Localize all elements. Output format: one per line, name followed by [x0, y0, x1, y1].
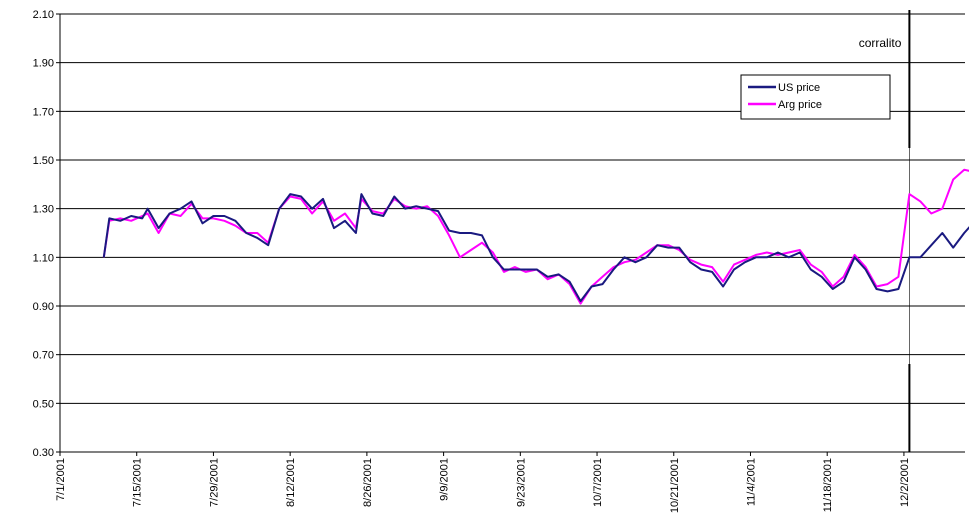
y-tick-label: 1.30	[33, 204, 54, 216]
x-tick-label: 11/4/2001	[745, 458, 757, 506]
x-tick-label: 8/12/2001	[285, 458, 297, 507]
x-tick-label: 12/2/2001	[899, 458, 911, 507]
series-lines	[102, 168, 969, 305]
legend-label: US price	[778, 82, 820, 94]
y-tick-label: 1.70	[33, 106, 54, 118]
x-tick-label: 9/9/2001	[439, 458, 451, 501]
y-tick-label: 0.50	[33, 398, 54, 410]
x-tick-label: 7/29/2001	[208, 458, 220, 507]
legend-label: Arg price	[778, 99, 822, 111]
x-tick-label: 8/26/2001	[362, 458, 374, 507]
corralito-label: corralito	[859, 36, 902, 50]
y-tick-label: 1.10	[33, 252, 54, 264]
y-tick-label: 1.90	[33, 58, 54, 70]
y-tick-label: 0.90	[33, 301, 54, 313]
y-axis-ticks: 0.30 0.50 0.70 0.90 1.10 1.30 1.50 1.70 1.90 2.10	[33, 9, 60, 459]
x-tick-label: 10/21/2001	[669, 458, 681, 513]
x-tick-label: 11/18/2001	[822, 458, 834, 512]
us-price-line	[102, 193, 969, 303]
y-tick-label: 0.70	[33, 350, 54, 362]
y-tick-label: 2.10	[33, 9, 54, 21]
x-tick-label: 7/1/2001	[55, 458, 67, 501]
x-axis-ticks: 7/1/2001 7/15/2001 7/29/2001 8/12/2001 8/26/…	[55, 452, 911, 513]
legend: US price Arg price	[740, 74, 891, 120]
x-tick-label: 7/15/2001	[132, 458, 144, 507]
legend-box	[740, 74, 891, 120]
x-tick-label: 9/23/2001	[515, 458, 527, 507]
annotations: corralitodevaluation	[859, 10, 911, 452]
y-tick-label: 1.50	[33, 155, 54, 167]
y-tick-label: 0.30	[33, 447, 54, 459]
x-tick-label: 10/7/2001	[592, 458, 604, 507]
